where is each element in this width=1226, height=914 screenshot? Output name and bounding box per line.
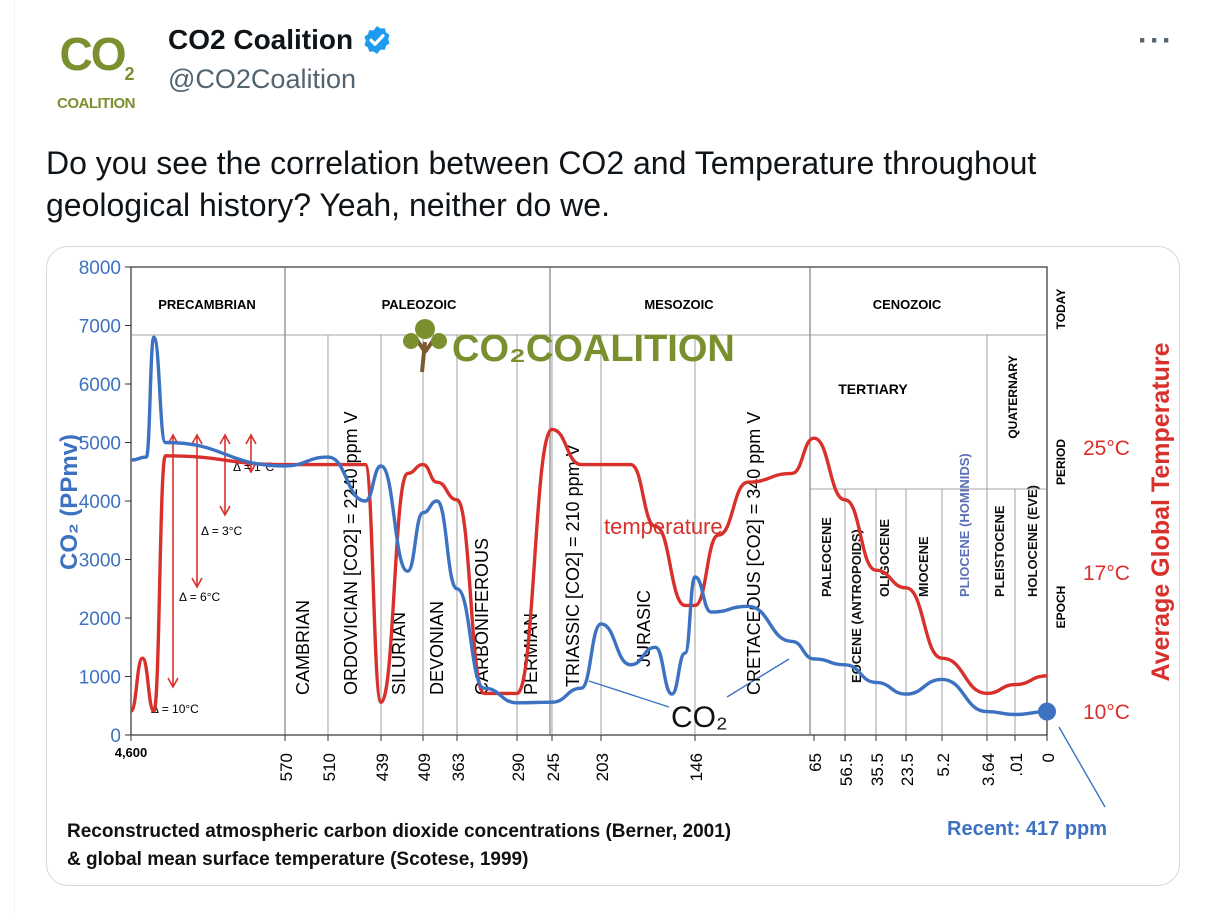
delta-label: Δ = 10°C [151, 702, 199, 716]
co2-annotation: CO₂ [671, 701, 728, 734]
x-tick-label: 290 [509, 753, 528, 781]
avatar-logo-text: CO2 [59, 28, 134, 85]
y-tick-label: 7000 [79, 317, 121, 338]
epoch-label: OLIGOCENE [877, 519, 892, 597]
x-tick-label: 203 [593, 753, 612, 781]
era-label: CENOZOIC [873, 297, 942, 312]
period-label: ORDOVICIAN [CO2] = 2240 ppm V [341, 411, 361, 695]
delta-label: Δ = 3°C [201, 524, 243, 538]
delta-arrow-head [191, 577, 203, 589]
tertiary-label: TERTIARY [838, 381, 908, 397]
epoch-label: EOCENE (ANTROPOIDS) [849, 529, 864, 683]
recent-pointer-line [1058, 726, 1106, 808]
period-label: TRIASSIC [CO2] = 210 ppm V [563, 444, 583, 687]
x-tick-label: 570 [277, 753, 296, 781]
tweet-text: Do you see the correlation between CO2 a… [46, 145, 1037, 223]
verified-badge-icon[interactable] [361, 24, 393, 56]
right-side-label: PERIOD [1054, 439, 1068, 485]
temperature-tick-label: 10°C [1083, 701, 1130, 724]
period-label: CRETACEOUS [CO2] = 340 ppm V [744, 412, 764, 695]
y-tick-label: 8000 [79, 258, 121, 279]
y-tick-label: 6000 [79, 375, 121, 396]
co2-pointer-line [726, 658, 790, 698]
avatar[interactable]: CO2 COALITION [46, 22, 146, 122]
period-label: DEVONIAN [427, 601, 447, 695]
y-tick-label: 0 [110, 726, 121, 747]
right-side-label: TODAY [1054, 289, 1068, 330]
delta-arrow-head [219, 433, 231, 445]
x-tick-label: .01 [1007, 753, 1026, 777]
era-label: PRECAMBRIAN [158, 297, 256, 312]
y-tick-label: 3000 [79, 551, 121, 572]
era-label: PALEOZOIC [382, 297, 457, 312]
y-axis-title: CO₂ (PPmv) [56, 434, 83, 570]
delta-label: Δ = 6°C [179, 590, 221, 604]
tree-leaf-icon [403, 333, 419, 349]
x-tick-label: 35.5 [868, 753, 887, 786]
delta-arrow-head [219, 505, 231, 517]
co2-series-line [130, 335, 1048, 717]
avatar-logo-subtext: COALITION [57, 94, 136, 112]
x-tick-label: 4,600 [115, 745, 148, 760]
handle[interactable]: @CO2Coalition [168, 64, 356, 94]
temperature-tick-label: 17°C [1083, 562, 1130, 585]
x-tick-label: 23.5 [898, 753, 917, 786]
x-tick-label: 510 [320, 753, 339, 781]
epoch-label: MIOCENE [916, 536, 931, 597]
recent-co2-point [1038, 702, 1056, 721]
chart-caption-line-1: Reconstructed atmospheric carbon dioxide… [67, 821, 731, 842]
epoch-label: PLIOCENE (HOMINIDS) [957, 453, 972, 597]
y-tick-label: 2000 [79, 609, 121, 630]
x-tick-label: 409 [415, 753, 434, 781]
quaternary-label: QUATERNARY [1006, 355, 1020, 438]
y-tick-label: 5000 [79, 434, 121, 455]
period-label: SILURIAN [389, 612, 409, 695]
y-tick-label: 4000 [79, 492, 121, 513]
right-side-label: EPOCH [1054, 586, 1068, 629]
tweet-media-image[interactable]: 8000 7000 6000 5000 4000 3000 2000 1000 0 CO₂ (PP… [46, 246, 1180, 886]
co2-pointer-line [588, 680, 670, 708]
x-tick-label: 0 [1039, 753, 1058, 762]
display-name[interactable]: CO2 Coalition [168, 24, 354, 55]
author-row: CO2 Coalition [168, 24, 393, 56]
right-axis-title: Average Global Temperature [1147, 342, 1175, 681]
more-options-icon[interactable]: ··· [1138, 24, 1174, 57]
x-tick-label: 56.5 [837, 753, 856, 786]
temperature-tick-label: 25°C [1083, 437, 1130, 460]
x-tick-label: 439 [373, 753, 392, 781]
period-label: CAMBRIAN [293, 600, 313, 695]
temperature-series-line [129, 427, 1048, 713]
tree-leaf-icon [415, 319, 435, 339]
y-tick-label: 1000 [79, 668, 121, 689]
recent-co2-label: Recent: 417 ppm [947, 818, 1107, 840]
delta-arrow-head [167, 677, 179, 689]
x-tick-label: 3.64 [979, 753, 998, 786]
epoch-label: HOLOCENE (EVE) [1025, 485, 1040, 597]
delta-arrow-head [191, 433, 203, 445]
watermark-text: CO₂COALITION [452, 328, 735, 370]
co2-temperature-chart: 8000 7000 6000 5000 4000 3000 2000 1000 0 CO₂ (PP… [56, 258, 1175, 870]
x-tick-label: 245 [544, 753, 563, 781]
era-label: MESOZOIC [644, 297, 714, 312]
tree-leaf-icon [431, 333, 447, 349]
x-tick-label: 65 [806, 753, 825, 772]
delta-arrow-head [245, 462, 257, 474]
coalition-watermark: CO₂COALITION [403, 319, 735, 373]
x-tick-label: 5.2 [934, 753, 953, 777]
x-tick-label: 146 [687, 753, 706, 781]
epoch-label: PLEISTOCENE [992, 505, 1007, 597]
x-tick-label: 363 [449, 753, 468, 781]
chart-caption-line-2: & global mean surface temperature (Scote… [67, 849, 528, 870]
delta-arrow-head [245, 433, 257, 445]
timeline-divider [14, 0, 15, 914]
epoch-label: PALEOCENE [819, 517, 834, 597]
